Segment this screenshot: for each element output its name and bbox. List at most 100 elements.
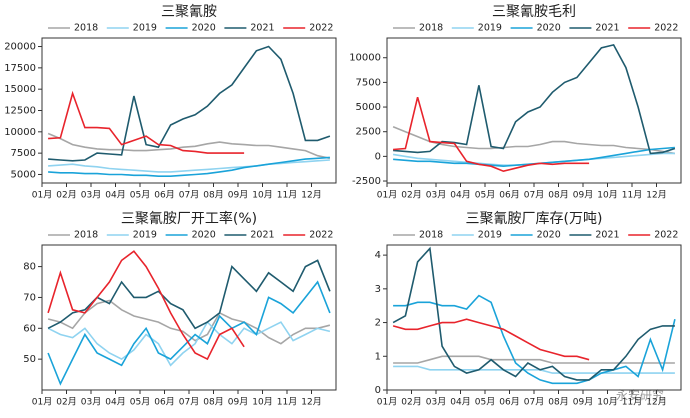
- y-tick-label: 17500: [4, 63, 36, 74]
- legend-label: 2018: [74, 230, 98, 241]
- x-tick-label: 03月: [426, 397, 446, 408]
- legend-label: 2019: [133, 23, 157, 34]
- x-tick-label: 11月: [277, 190, 297, 201]
- series-line: [393, 355, 675, 364]
- x-tick-label: 10月: [597, 397, 617, 408]
- x-tick-label: 07月: [524, 190, 544, 201]
- x-tick-label: 06月: [154, 190, 174, 201]
- x-tick-label: 01月: [32, 190, 52, 201]
- x-tick-label: 06月: [154, 397, 174, 408]
- x-tick-label: 09月: [228, 190, 248, 201]
- x-tick-label: 02月: [401, 397, 421, 408]
- series-line: [392, 246, 675, 381]
- x-tick-label: 03月: [81, 190, 101, 201]
- legend-label: 2021: [595, 230, 619, 241]
- x-tick-label: 03月: [81, 397, 101, 408]
- series-line: [393, 96, 590, 173]
- y-tick-label: 1: [375, 351, 381, 362]
- series-line: [48, 90, 245, 154]
- x-tick-label: 09月: [228, 397, 248, 408]
- chart-title: 三聚氰胺厂库存(万吨): [466, 211, 603, 227]
- legend-label: 2020: [192, 23, 216, 34]
- y-tick-label: 4: [375, 250, 381, 261]
- x-tick-label: 05月: [130, 397, 150, 408]
- y-tick-label: 15000: [4, 84, 36, 95]
- legend-label: 2019: [478, 23, 502, 34]
- y-tick-label: 0: [375, 151, 381, 162]
- y-tick-label: 0: [375, 385, 381, 396]
- series-line: [48, 45, 331, 162]
- legend-label: 2020: [537, 230, 561, 241]
- x-tick-label: 05月: [475, 190, 495, 201]
- series-line: [47, 280, 331, 386]
- series-line: [393, 43, 676, 155]
- series-line: [393, 365, 675, 374]
- legend-label: 2021: [250, 23, 274, 34]
- y-tick-label: 10000: [4, 127, 36, 138]
- y-tick-label: 5000: [356, 102, 381, 113]
- x-tick-label: 02月: [56, 397, 76, 408]
- x-tick-label: 01月: [377, 397, 397, 408]
- y-tick-label: 2: [375, 318, 381, 329]
- series-line: [392, 318, 590, 361]
- x-tick-label: 12月: [301, 190, 321, 201]
- x-tick-label: 11月: [622, 190, 642, 201]
- series-line: [47, 132, 331, 160]
- x-tick-label: 08月: [203, 190, 223, 201]
- y-tick-label: 50: [23, 354, 36, 365]
- x-tick-label: 04月: [105, 190, 125, 201]
- y-tick-label: -2500: [352, 176, 381, 187]
- x-tick-label: 06月: [499, 397, 519, 408]
- y-tick-label: 12500: [4, 106, 36, 117]
- y-tick-label: 7500: [356, 77, 381, 88]
- x-tick-label: 03月: [426, 190, 446, 201]
- chart-title: 三聚氰胺厂开工率(%): [121, 210, 257, 227]
- series-line: [47, 299, 331, 345]
- x-tick-label: 12月: [646, 190, 666, 201]
- series-line: [48, 159, 330, 173]
- legend-label: 2022: [654, 230, 678, 241]
- x-tick-label: 08月: [548, 397, 568, 408]
- chart-title: 三聚氰胺: [161, 4, 217, 20]
- x-tick-label: 04月: [105, 397, 125, 408]
- plot-frame: [41, 244, 337, 391]
- x-tick-label: 01月: [32, 397, 52, 408]
- x-tick-label: 12月: [646, 397, 666, 408]
- legend-label: 2018: [419, 23, 443, 34]
- legend-label: 2019: [478, 230, 502, 241]
- x-tick-label: 11月: [622, 397, 642, 408]
- x-tick-label: 09月: [573, 190, 593, 201]
- legend-label: 2021: [595, 23, 619, 34]
- x-tick-label: 10月: [252, 397, 272, 408]
- plot-frame: [386, 244, 682, 391]
- legend-label: 2018: [419, 230, 443, 241]
- x-tick-label: 05月: [475, 397, 495, 408]
- x-tick-label: 12月: [301, 397, 321, 408]
- chart-title: 三聚氰胺毛利: [492, 4, 576, 20]
- x-tick-label: 01月: [377, 190, 397, 201]
- series-line: [392, 126, 676, 155]
- x-tick-label: 07月: [179, 397, 199, 408]
- y-tick-label: 7500: [11, 148, 36, 159]
- y-tick-label: 10000: [349, 53, 381, 64]
- x-tick-label: 07月: [524, 397, 544, 408]
- y-tick-label: 20000: [4, 42, 36, 53]
- legend-label: 2020: [192, 230, 216, 241]
- series-line: [393, 146, 675, 168]
- legend-label: 2022: [309, 23, 333, 34]
- legend-label: 2019: [133, 230, 157, 241]
- y-tick-label: 5000: [11, 169, 36, 180]
- legend-label: 2020: [537, 23, 561, 34]
- x-tick-label: 04月: [450, 190, 470, 201]
- series-line: [48, 156, 330, 177]
- x-tick-label: 09月: [573, 397, 593, 408]
- series-line: [47, 250, 245, 361]
- y-tick-label: 3: [375, 284, 381, 295]
- x-tick-label: 04月: [450, 397, 470, 408]
- x-tick-label: 10月: [252, 190, 272, 201]
- legend-label: 2021: [250, 230, 274, 241]
- y-tick-label: 80: [23, 262, 36, 273]
- legend-label: 2018: [74, 23, 98, 34]
- x-tick-label: 08月: [203, 397, 223, 408]
